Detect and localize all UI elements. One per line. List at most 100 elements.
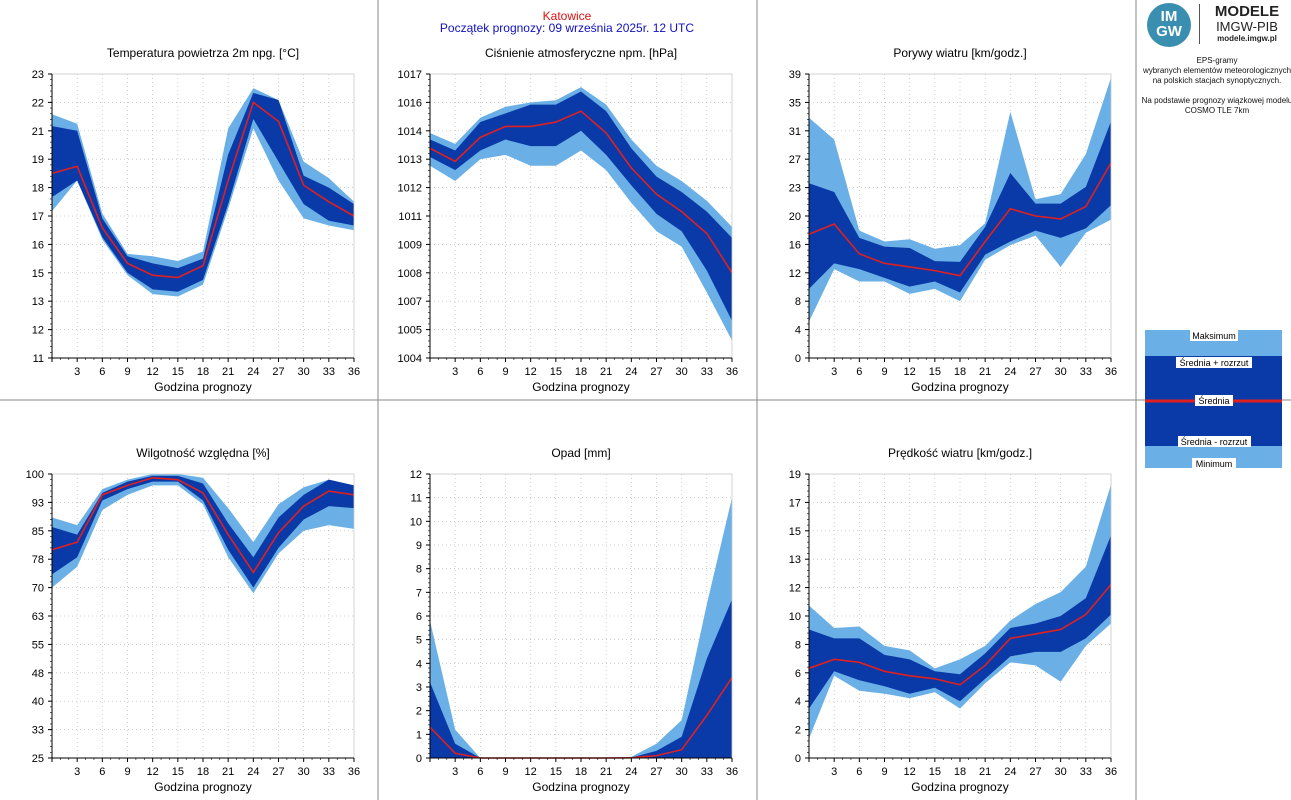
y-tick-label: 22 [32, 97, 44, 109]
y-tick-label: 2 [795, 725, 801, 737]
y-tick-label: 23 [32, 69, 44, 81]
y-tick-label: 70 [32, 583, 44, 595]
y-tick-label: 6 [795, 668, 801, 680]
x-tick-label: 12 [904, 766, 916, 778]
x-tick-label: 21 [600, 366, 612, 378]
x-tick-label: 6 [99, 766, 105, 778]
x-tick-label: 3 [452, 366, 458, 378]
x-tick-label: 12 [904, 366, 916, 378]
x-tick-label: 21 [979, 766, 991, 778]
x-tick-label: 9 [124, 366, 130, 378]
station-name: Katowice [543, 9, 592, 23]
x-tick-label: 36 [1105, 766, 1117, 778]
y-tick-label: 12 [789, 268, 801, 280]
info-line-4: Na podstawie prognozy wiązkowej modelu [1141, 96, 1291, 105]
y-tick-label: 21 [32, 126, 44, 138]
legend-label-bg-minus [1178, 436, 1251, 447]
y-tick-label: 35 [789, 97, 801, 109]
y-tick-label: 93 [32, 497, 44, 509]
mean-line [808, 584, 1112, 686]
x-tick-label: 15 [929, 366, 941, 378]
y-tick-label: 55 [32, 639, 44, 651]
y-tick-label: 23 [789, 183, 801, 195]
x-tick-label: 18 [197, 366, 209, 378]
x-axis-label: Godzina prognozy [532, 380, 629, 394]
forecast-start: Początek prognozy: 09 września 2025r. 12… [440, 21, 694, 35]
x-axis-label: Godzina prognozy [911, 380, 1008, 394]
y-tick-label: 1004 [398, 353, 422, 365]
y-tick-label: 1014 [398, 126, 422, 138]
chart-title: Opad [mm] [551, 446, 610, 460]
x-tick-label: 27 [1029, 766, 1041, 778]
x-tick-label: 12 [147, 366, 159, 378]
y-tick-label: 25 [32, 753, 44, 765]
y-tick-label: 85 [32, 526, 44, 538]
chart-title: Prędkość wiatru [km/godz.] [888, 446, 1032, 460]
chart-title: Ciśnienie atmosferyczne npm. [hPa] [485, 46, 677, 60]
y-tick-label: 17 [32, 211, 44, 223]
y-tick-label: 39 [789, 69, 801, 81]
y-tick-label: 1005 [398, 325, 422, 337]
x-tick-label: 24 [625, 366, 637, 378]
y-tick-label: 33 [32, 725, 44, 737]
y-tick-label: 100 [26, 469, 44, 481]
y-tick-label: 40 [32, 696, 44, 708]
y-tick-label: 27 [789, 154, 801, 166]
y-tick-label: 1009 [398, 239, 422, 251]
imgw-badge-icon: IM GW [1147, 3, 1191, 47]
spread-band [52, 475, 354, 588]
y-tick-label: 8 [795, 296, 801, 308]
x-tick-label: 15 [550, 366, 562, 378]
logo-separator [1199, 4, 1200, 44]
x-tick-label: 6 [856, 766, 862, 778]
x-tick-label: 6 [477, 766, 483, 778]
logo-text: MODELE IMGW-PIB modele.imgw.pl [1205, 4, 1289, 44]
x-tick-label: 3 [831, 366, 837, 378]
x-tick-label: 3 [452, 766, 458, 778]
y-tick-label: 0 [795, 753, 801, 765]
y-tick-label: 16 [789, 239, 801, 251]
legend-label-bg-max [1190, 330, 1238, 341]
info-line-2: wybranych elementów meteorologicznych [1142, 66, 1291, 75]
spread-band [430, 91, 732, 321]
x-tick-label: 21 [222, 766, 234, 778]
y-tick-label: 31 [789, 126, 801, 138]
x-tick-label: 18 [575, 766, 587, 778]
y-tick-label: 1 [416, 729, 422, 741]
x-axis-label: Godzina prognozy [532, 780, 629, 794]
x-tick-label: 9 [881, 766, 887, 778]
info-line-3: na polskich stacjach synoptycznych. [1152, 76, 1282, 85]
y-tick-label: 48 [32, 668, 44, 680]
x-axis-label: Godzina prognozy [911, 780, 1008, 794]
chart-2: 1004 1005 1007 1008 1009 1011 1012 1013 1014 1016… [398, 46, 739, 394]
y-tick-label: 12 [410, 469, 422, 481]
y-tick-label: 13 [789, 554, 801, 566]
legend-label-bg-min [1192, 458, 1236, 469]
y-tick-label: 6 [416, 611, 422, 623]
legend-mean-minus-label: Średnia - rozrzut [1181, 436, 1248, 447]
logo-url: modele.imgw.pl [1217, 34, 1277, 43]
x-tick-label: 9 [881, 366, 887, 378]
y-tick-label: 17 [789, 497, 801, 509]
x-axis-label: Godzina prognozy [154, 780, 251, 794]
x-tick-label: 9 [502, 366, 508, 378]
x-tick-label: 36 [348, 766, 360, 778]
y-tick-label: 1007 [398, 296, 422, 308]
x-tick-label: 27 [1029, 366, 1041, 378]
x-tick-label: 30 [1055, 366, 1067, 378]
x-tick-label: 18 [197, 766, 209, 778]
x-tick-label: 6 [477, 366, 483, 378]
x-tick-label: 6 [99, 366, 105, 378]
y-tick-label: 12 [32, 325, 44, 337]
y-tick-label: 1017 [398, 69, 422, 81]
x-tick-label: 21 [600, 766, 612, 778]
y-tick-label: 20 [789, 211, 801, 223]
y-tick-label: 10 [789, 611, 801, 623]
y-tick-label: 11 [411, 493, 422, 505]
x-tick-label: 27 [650, 766, 662, 778]
spread-band [809, 121, 1111, 293]
